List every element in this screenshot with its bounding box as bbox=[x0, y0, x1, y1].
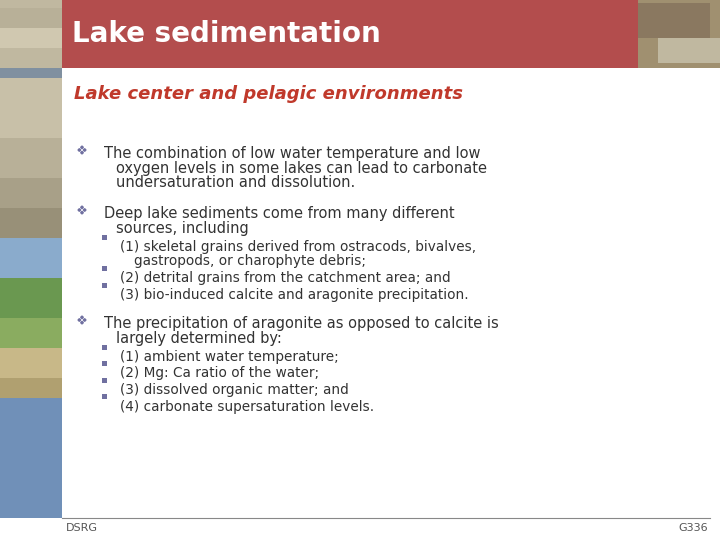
Polygon shape bbox=[81, 316, 84, 319]
Text: (2) detrital grains from the catchment area; and: (2) detrital grains from the catchment a… bbox=[120, 271, 451, 285]
FancyBboxPatch shape bbox=[102, 283, 107, 288]
FancyBboxPatch shape bbox=[0, 278, 62, 318]
FancyBboxPatch shape bbox=[0, 0, 62, 68]
Text: (3) bio-induced calcite and aragonite precipitation.: (3) bio-induced calcite and aragonite pr… bbox=[120, 288, 469, 302]
Text: gastropods, or charophyte debris;: gastropods, or charophyte debris; bbox=[134, 253, 366, 267]
Text: oxygen levels in some lakes can lead to carbonate: oxygen levels in some lakes can lead to … bbox=[116, 160, 487, 176]
Polygon shape bbox=[81, 211, 84, 214]
Polygon shape bbox=[84, 148, 86, 151]
FancyBboxPatch shape bbox=[0, 178, 62, 208]
FancyBboxPatch shape bbox=[0, 8, 62, 28]
Text: sources, including: sources, including bbox=[116, 220, 248, 235]
FancyBboxPatch shape bbox=[658, 38, 720, 63]
Text: (4) carbonate supersaturation levels.: (4) carbonate supersaturation levels. bbox=[120, 400, 374, 414]
Text: DSRG: DSRG bbox=[66, 523, 98, 533]
FancyBboxPatch shape bbox=[0, 398, 62, 518]
Polygon shape bbox=[78, 208, 81, 211]
FancyBboxPatch shape bbox=[102, 266, 107, 271]
FancyBboxPatch shape bbox=[102, 345, 107, 349]
Polygon shape bbox=[81, 206, 84, 208]
Text: (1) skeletal grains derived from ostracods, bivalves,: (1) skeletal grains derived from ostraco… bbox=[120, 240, 476, 254]
FancyBboxPatch shape bbox=[102, 377, 107, 382]
Polygon shape bbox=[81, 321, 84, 324]
FancyBboxPatch shape bbox=[0, 208, 62, 238]
FancyBboxPatch shape bbox=[102, 361, 107, 366]
FancyBboxPatch shape bbox=[102, 234, 107, 240]
FancyBboxPatch shape bbox=[638, 0, 720, 68]
Text: largely determined by:: largely determined by: bbox=[116, 330, 282, 346]
FancyBboxPatch shape bbox=[0, 138, 62, 178]
FancyBboxPatch shape bbox=[0, 78, 62, 138]
Polygon shape bbox=[84, 208, 86, 211]
Text: (1) ambient water temperature;: (1) ambient water temperature; bbox=[120, 350, 338, 364]
Text: (3) dissolved organic matter; and: (3) dissolved organic matter; and bbox=[120, 383, 348, 397]
Text: (2) Mg: Ca ratio of the water;: (2) Mg: Ca ratio of the water; bbox=[120, 367, 319, 381]
Text: G336: G336 bbox=[678, 523, 708, 533]
Polygon shape bbox=[81, 146, 84, 148]
Text: Lake sedimentation: Lake sedimentation bbox=[72, 20, 381, 48]
FancyBboxPatch shape bbox=[0, 318, 62, 348]
Text: undersaturation and dissolution.: undersaturation and dissolution. bbox=[116, 175, 355, 190]
FancyBboxPatch shape bbox=[102, 394, 107, 399]
FancyBboxPatch shape bbox=[0, 68, 62, 78]
FancyBboxPatch shape bbox=[0, 28, 62, 48]
FancyBboxPatch shape bbox=[0, 238, 62, 278]
Text: Deep lake sediments come from many different: Deep lake sediments come from many diffe… bbox=[104, 206, 454, 221]
Polygon shape bbox=[78, 148, 81, 151]
FancyBboxPatch shape bbox=[0, 348, 62, 378]
Text: Lake center and pelagic environments: Lake center and pelagic environments bbox=[74, 85, 463, 103]
Text: The combination of low water temperature and low: The combination of low water temperature… bbox=[104, 146, 480, 161]
Polygon shape bbox=[81, 151, 84, 154]
Polygon shape bbox=[78, 319, 81, 321]
FancyBboxPatch shape bbox=[638, 3, 710, 38]
Text: The precipitation of aragonite as opposed to calcite is: The precipitation of aragonite as oppose… bbox=[104, 316, 499, 331]
Polygon shape bbox=[84, 319, 86, 321]
FancyBboxPatch shape bbox=[0, 0, 720, 68]
FancyBboxPatch shape bbox=[0, 378, 62, 398]
